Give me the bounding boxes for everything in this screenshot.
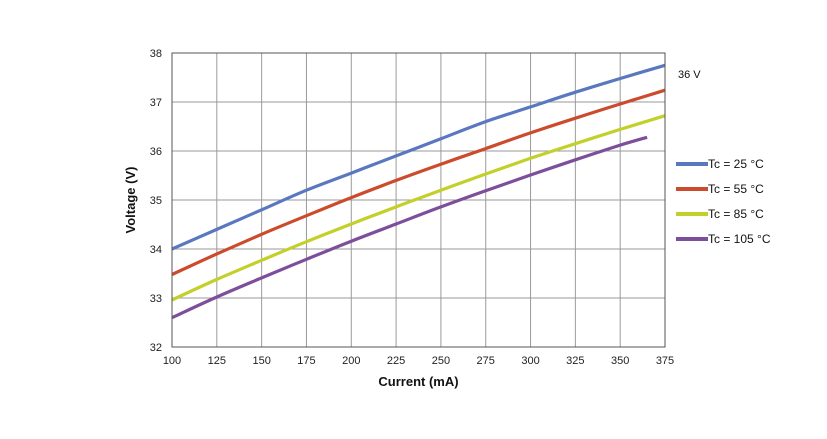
x-tick-label: 125: [208, 355, 226, 367]
y-tick-label: 36: [150, 146, 162, 158]
x-axis-title: Current (mA): [378, 374, 458, 389]
y-tick-label: 37: [150, 97, 162, 109]
plot-frame: [171, 52, 666, 348]
y-tick-labels: 32 33 34 35 36 37 38: [150, 48, 162, 354]
y-tick-label: 38: [150, 48, 162, 60]
legend-label: Tc = 25 °C: [708, 157, 764, 171]
series-line-2: [171, 88, 666, 276]
series-lines: [171, 63, 666, 320]
x-tick-label: 100: [163, 355, 181, 367]
legend: Tc = 25 °C Tc = 55 °C Tc = 85 °C Tc = 105 °…: [676, 157, 771, 246]
x-tick-label: 350: [611, 355, 629, 367]
y-tick-label: 33: [150, 293, 162, 305]
y-tick-label: 34: [150, 244, 162, 256]
voltage-annotation: 36 V: [678, 69, 701, 81]
x-tick-label: 225: [387, 355, 405, 367]
x-tick-label: 300: [521, 355, 539, 367]
x-tick-labels: 100 125 150 175 200 225 250 275 300 325 350 375: [163, 355, 674, 367]
x-tick-label: 275: [477, 355, 495, 367]
x-tick-label: 200: [342, 355, 360, 367]
series-line-3: [171, 114, 666, 302]
x-tick-label: 175: [297, 355, 315, 367]
legend-label: Tc = 105 °C: [708, 232, 771, 246]
series-line-4: [171, 135, 648, 320]
legend-label: Tc = 85 °C: [708, 207, 764, 221]
y-axis-title: Voltage (V): [123, 167, 138, 234]
x-tick-label: 325: [566, 355, 584, 367]
legend-label: Tc = 55 °C: [708, 182, 764, 196]
series-line-1: [171, 63, 666, 251]
x-tick-label: 150: [252, 355, 270, 367]
x-tick-label: 250: [432, 355, 450, 367]
y-tick-label: 35: [150, 195, 162, 207]
y-tick-label: 32: [150, 342, 162, 354]
x-tick-label: 375: [656, 355, 674, 367]
